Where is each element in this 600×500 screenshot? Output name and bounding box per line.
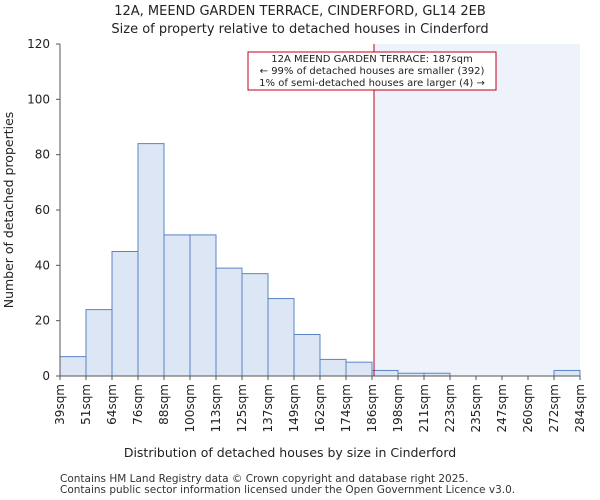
x-tick-label: 211sqm <box>417 384 431 432</box>
x-tick-label: 125sqm <box>235 384 249 432</box>
bar-137sqm <box>267 298 295 377</box>
x-tick-label: 113sqm <box>209 384 223 432</box>
highlight-region <box>374 44 580 376</box>
chart-title: 12A, MEEND GARDEN TERRACE, CINDERFORD, G… <box>114 4 486 19</box>
x-tick-label: 284sqm <box>573 384 587 432</box>
y-ticks: 0 20 40 60 80 100 120 <box>27 37 60 383</box>
x-tick-label: 64sqm <box>105 384 119 425</box>
bar-88sqm <box>163 234 191 377</box>
x-tick-label: 88sqm <box>157 384 171 425</box>
y-tick-label: 100 <box>27 92 50 106</box>
y-tick-label: 120 <box>27 37 50 51</box>
y-tick-label: 0 <box>42 369 50 383</box>
bar-125sqm <box>241 273 269 377</box>
bar-174sqm <box>345 361 373 377</box>
bar-39sqm <box>59 356 87 377</box>
bar-149sqm <box>293 334 321 377</box>
x-tick-label: 260sqm <box>521 384 535 432</box>
y-axis-label: Number of detached properties <box>1 112 16 309</box>
x-ticks: 39sqm 51sqm 64sqm 76sqm 88sqm 100sqm 113sqm 125… <box>53 376 587 432</box>
x-tick-label: 235sqm <box>469 384 483 432</box>
annotation-box: 12A MEEND GARDEN TERRACE: 187sqm ← 99% o… <box>247 51 497 91</box>
bar-186sqm <box>371 369 399 377</box>
chart-subtitle: Size of property relative to detached ho… <box>111 22 488 37</box>
x-tick-label: 51sqm <box>79 384 93 425</box>
bar-51sqm <box>85 309 113 377</box>
bars <box>59 143 581 377</box>
x-tick-label: 174sqm <box>339 384 353 432</box>
x-tick-label: 137sqm <box>261 384 275 432</box>
y-tick-label: 20 <box>35 314 50 328</box>
x-tick-label: 149sqm <box>287 384 301 432</box>
y-tick-label: 80 <box>35 148 50 162</box>
plot-area: 0 20 40 60 80 100 120 39sqm 51sqm 64sqm 76sqm 88sq… <box>27 37 587 432</box>
x-axis-label: Distribution of detached houses by size … <box>124 445 456 460</box>
footer-line-2: Contains public sector information licen… <box>60 484 515 496</box>
x-tick-label: 272sqm <box>547 384 561 432</box>
x-tick-label: 100sqm <box>183 384 197 432</box>
annotation-line-1: 12A MEEND GARDEN TERRACE: 187sqm <box>271 54 472 65</box>
x-tick-label: 76sqm <box>131 384 145 425</box>
bar-162sqm <box>319 358 347 377</box>
annotation-line-2: ← 99% of detached houses are smaller (39… <box>260 66 485 77</box>
bar-64sqm <box>111 251 139 377</box>
x-tick-label: 162sqm <box>313 384 327 432</box>
y-tick-label: 40 <box>35 258 50 272</box>
annotation-line-3: 1% of semi-detached houses are larger (4… <box>259 78 485 89</box>
y-tick-label: 60 <box>35 203 50 217</box>
x-tick-label: 39sqm <box>53 384 67 425</box>
bar-272sqm <box>553 369 581 377</box>
footer-line-1: Contains HM Land Registry data © Crown c… <box>60 473 468 485</box>
x-tick-label: 198sqm <box>391 384 405 432</box>
bar-76sqm <box>137 143 165 377</box>
x-tick-label: 223sqm <box>443 384 457 432</box>
x-tick-label: 247sqm <box>495 384 509 432</box>
x-tick-label: 186sqm <box>365 384 379 432</box>
bar-100sqm <box>189 234 217 377</box>
bar-113sqm <box>215 267 243 377</box>
